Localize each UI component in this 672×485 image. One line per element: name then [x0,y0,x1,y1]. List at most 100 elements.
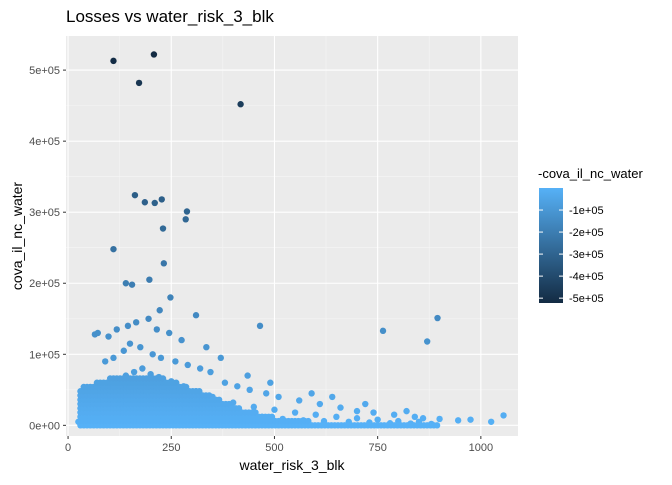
axes: 0 250 500 750 1000 0e+00 1e+05 2e+05 3e+05 4e+05 5… [29,65,493,454]
data-point [246,386,253,394]
data-point [337,404,344,411]
data-point [263,390,270,397]
data-point [165,329,173,337]
y-tick-label: 4e+05 [29,136,60,148]
data-point [487,418,495,425]
chart-title: Losses vs water_risk_3_blk [66,7,274,26]
color-legend: -cova_il_nc_water -1e+05 -2e+05 -3e+05 -4e+… [538,166,643,305]
y-axis-title: cova_il_nc_water [9,182,25,291]
data-point [237,101,244,108]
data-point [122,280,130,287]
data-point [434,314,441,322]
x-tick-label: 250 [162,442,180,454]
data-point [467,416,474,423]
data-point [390,411,398,418]
data-point [196,365,204,372]
data-point [192,312,200,319]
y-tick-label: 3e+05 [29,207,60,219]
data-point [130,368,138,376]
data-point [333,413,340,421]
data-point [329,393,336,401]
data-point [132,319,140,326]
data-point [221,379,229,386]
data-point [135,79,143,87]
data-point [153,326,161,333]
data-point [296,397,303,404]
data-point [203,343,210,351]
data-point [159,225,167,232]
data-point [102,358,109,365]
data-point [128,281,136,288]
data-point [184,361,191,369]
y-tick-label: 2e+05 [29,278,60,290]
legend-colorbar [539,188,563,303]
data-point [110,245,117,253]
data-point [379,327,387,335]
y-tick-label: 0e+00 [29,420,60,432]
data-point [316,400,324,408]
legend-label: -2e+05 [569,227,604,239]
x-tick-label: 0 [65,442,71,454]
data-point [454,417,462,424]
data-point [423,338,431,345]
data-point [139,365,146,372]
data-point [149,351,156,358]
data-point [167,294,174,301]
legend-title: -cova_il_nc_water [538,166,643,181]
legend-label: -5e+05 [569,293,604,305]
data-point [370,409,377,416]
data-point [250,403,258,411]
data-point [94,329,101,337]
data-point [183,208,191,215]
data-point [146,276,153,283]
legend-label: -1e+05 [569,205,604,217]
data-point [172,358,179,365]
data-point [131,191,139,199]
data-point [124,322,132,330]
data-point [308,390,315,397]
data-point [151,199,158,207]
data-point [362,400,369,408]
data-point [244,372,251,379]
data-points [75,51,507,429]
data-point [433,422,441,429]
data-point [150,51,158,58]
data-point [182,216,189,223]
data-point [234,383,241,390]
data-point [353,415,361,422]
data-point [110,57,117,65]
data-point [158,196,165,203]
data-point [256,322,264,330]
data-point [105,333,112,340]
data-point [291,409,299,416]
data-point [178,336,185,344]
data-point [267,379,274,386]
data-point [120,347,127,354]
data-point [110,354,117,362]
data-point [207,368,214,376]
x-tick-label: 1000 [469,442,493,454]
x-axis-title: water_risk_3_blk [238,457,345,473]
data-point [126,340,134,347]
y-tick-label: 1e+05 [29,349,60,361]
data-point [275,393,282,401]
y-tick-label: 5e+05 [29,65,60,77]
data-point [160,260,168,267]
data-point [145,315,152,322]
data-point [500,412,507,419]
data-point [411,413,419,421]
data-point [113,326,120,333]
data-point [436,415,443,423]
data-point [419,415,427,422]
data-point [374,416,381,423]
legend-label: -3e+05 [569,249,604,261]
data-point [141,199,149,206]
data-point [156,307,163,314]
x-tick-label: 750 [368,442,386,454]
data-point [137,343,144,351]
legend-ticks: -1e+05 -2e+05 -3e+05 -4e+05 -5e+05 [539,205,604,305]
legend-label: -4e+05 [569,271,604,283]
data-point [271,406,278,413]
